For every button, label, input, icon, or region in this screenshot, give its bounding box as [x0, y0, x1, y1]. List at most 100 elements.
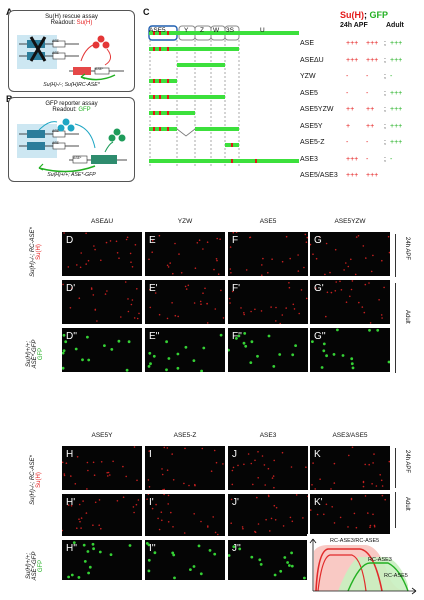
cell-dot: [85, 263, 87, 265]
cell-dot: [165, 368, 168, 372]
cell-dot: [329, 271, 331, 274]
cell-dot: [273, 459, 275, 462]
cell-dot: [128, 544, 132, 547]
micrograph-label: E: [149, 235, 156, 246]
cell-dot: [231, 483, 234, 486]
cell-dot: [319, 478, 321, 480]
suh-24h-value: -: [346, 73, 349, 80]
micrograph-label: I': [149, 497, 154, 508]
cell-dot: [340, 289, 343, 291]
cell-dot: [250, 310, 252, 313]
micrograph-dots: [148, 234, 221, 275]
micrograph-label: G'': [314, 331, 326, 342]
cell-dot: [62, 351, 65, 355]
cell-dot: [202, 248, 204, 250]
cell-dot: [158, 234, 161, 237]
cell-dot: [298, 312, 300, 315]
cell-dot: [80, 517, 83, 519]
cell-dot: [372, 254, 374, 257]
cell-dot: [257, 523, 260, 525]
micrograph-label: I'': [149, 543, 156, 554]
cell-dot: [369, 524, 372, 527]
gene-block-red: [73, 67, 91, 75]
micrograph-label: K: [314, 449, 321, 460]
cell-dot: [161, 519, 163, 522]
cell-dot: [288, 282, 290, 284]
cell-dot: [228, 554, 231, 557]
cell-dot: [87, 259, 90, 262]
construct-name: ASE3: [300, 155, 318, 163]
cell-dot: [131, 266, 134, 268]
micrograph-label: J': [232, 497, 239, 508]
cell-dot: [292, 303, 295, 306]
panel-a-box: Su(H) rescue assay Readout: Su(H) ASE AS…: [8, 10, 135, 92]
cell-dot: [281, 260, 284, 263]
suh-adult-value: -: [366, 155, 369, 163]
cell-dot: [272, 475, 275, 477]
cell-dot: [147, 365, 151, 368]
suh-24h-value: +++: [346, 40, 359, 47]
micrograph-dots: [67, 541, 132, 579]
cell-dot: [78, 503, 81, 506]
cell-dot: [109, 240, 112, 242]
cell-dot: [375, 485, 378, 487]
cell-dot: [158, 313, 161, 316]
micrograph-label: F: [232, 235, 239, 246]
cell-dot: [297, 254, 299, 256]
cell-dot: [381, 317, 383, 319]
micrograph-label: D': [66, 283, 76, 294]
cell-dot: [71, 287, 73, 289]
cell-dot: [333, 482, 336, 484]
panel-l-plot: [309, 538, 417, 595]
cell-dot: [70, 505, 73, 507]
cell-dot: [171, 453, 173, 455]
cell-dot: [172, 479, 175, 481]
cell-dot: [109, 474, 111, 476]
cell-dot: [330, 488, 332, 490]
cell-dot: [149, 306, 152, 309]
cell-dot: [130, 303, 133, 306]
micrograph-dots: [62, 281, 140, 322]
gfp-genotype-label-bottom: Su(H)+/+; ASE*-GFP GFP: [26, 551, 44, 581]
cell-dot: [183, 482, 185, 485]
cell-dot: [63, 474, 66, 477]
suh-24h-value: +: [346, 122, 351, 130]
cell-dot: [291, 520, 294, 523]
cell-dot: [351, 446, 354, 449]
cell-dot: [214, 531, 217, 534]
cell-dot: [200, 520, 202, 523]
micrograph-dots: [62, 496, 140, 532]
table-header-adult: Adult: [386, 22, 404, 29]
cell-dot: [267, 334, 271, 338]
cell-dot: [373, 453, 375, 455]
cell-dot: [166, 469, 169, 471]
cell-dot: [250, 462, 253, 465]
cell-dot: [162, 489, 164, 490]
cell-dot: [230, 522, 232, 524]
gene-label-b3: ASE*: [73, 156, 82, 160]
panel-b-title: GFP reporter assay Readout: GFP: [45, 101, 98, 113]
cell-dot: [197, 544, 201, 548]
cell-dot: [217, 273, 220, 275]
suh-24h-value: -: [346, 89, 349, 97]
cell-dot: [275, 306, 277, 309]
cell-dot: [157, 517, 159, 520]
cell-dot: [303, 266, 305, 269]
cell-dot: [282, 525, 285, 527]
cell-dot: [231, 469, 234, 472]
cell-dot: [362, 481, 365, 484]
cell-dot: [273, 504, 276, 507]
cell-dot: [105, 241, 108, 244]
cell-dot: [147, 569, 151, 573]
cell-dot: [281, 451, 284, 454]
cell-dot: [257, 477, 259, 479]
cell-dot: [161, 468, 163, 470]
micrograph-label: H'': [66, 543, 78, 554]
cell-dot: [187, 284, 190, 287]
cell-dot: [214, 308, 217, 310]
cell-dot: [161, 473, 164, 476]
cell-dot: [270, 306, 272, 308]
micrograph-dots: [310, 494, 386, 536]
column-header: ASEΔU: [90, 218, 114, 225]
cell-dot: [331, 506, 333, 508]
